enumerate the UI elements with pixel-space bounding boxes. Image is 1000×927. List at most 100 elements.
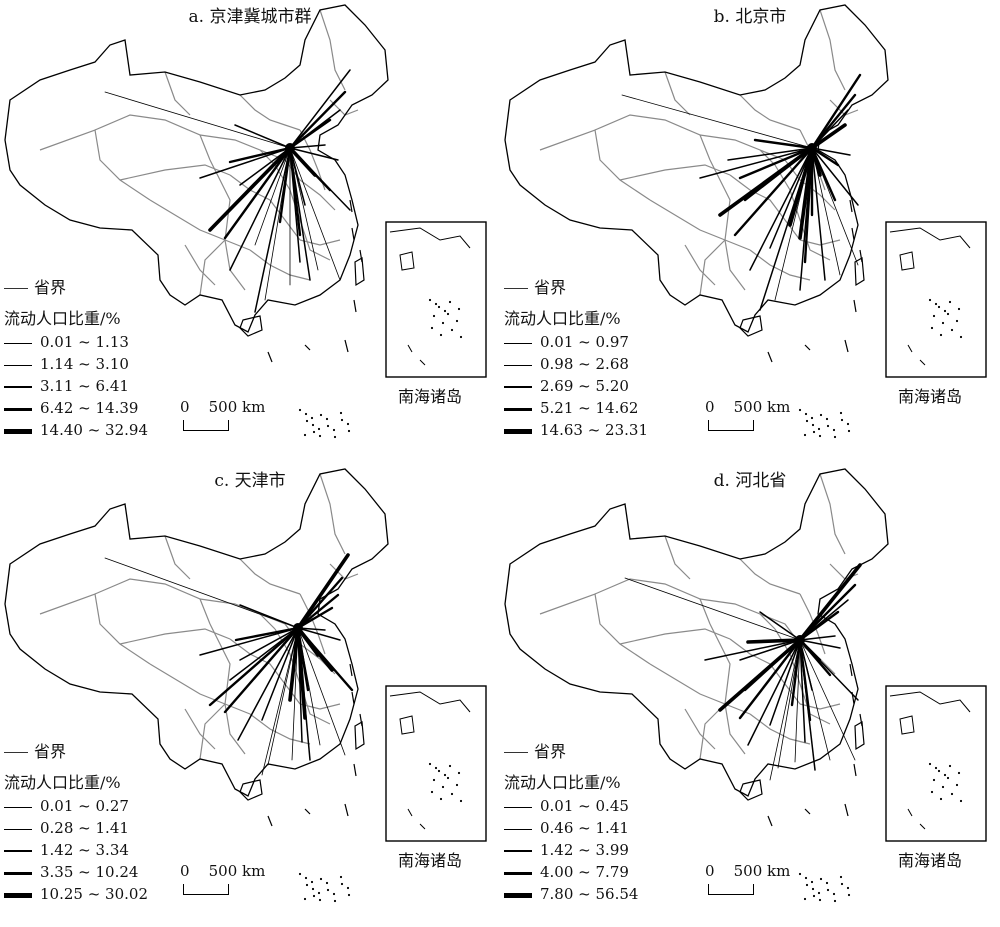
map-panel-beijing: b. 北京市 省界 流动人口比重/% 0.01 ~ 0.97 0.98 ~ 2.68 2.… [500, 0, 1000, 463]
island-dash [344, 339, 349, 353]
island-dot [810, 416, 814, 420]
island-dot [326, 424, 330, 428]
flow-line [738, 146, 814, 180]
province-boundary [199, 134, 276, 166]
legend-class-row: 0.46 ~ 1.41 [504, 819, 629, 837]
hainan-island [239, 315, 263, 337]
island-dot [347, 429, 351, 433]
flow-line [799, 639, 841, 649]
legend-class-row: 0.98 ~ 2.68 [504, 355, 629, 373]
legend-class-label: 14.40 ~ 32.94 [40, 421, 148, 439]
south-china-sea-inset [885, 685, 987, 842]
province-boundary [594, 114, 711, 161]
flow-line [289, 147, 306, 206]
map-panel-jingjinji: a. 京津冀城市群 省界 流动人口比重/% 0.01 ~ 1.13 1.14 ~ 3.1… [0, 0, 500, 463]
legend-line-sample [4, 364, 32, 366]
flow-line [296, 576, 344, 630]
province-boundary [299, 593, 326, 655]
legend-province-label: 省界 [34, 742, 67, 761]
flow-line [297, 627, 346, 756]
legend-title: 流动人口比重/% [4, 773, 121, 792]
province-boundary [119, 628, 231, 645]
flow-line [254, 147, 291, 246]
province-boundary [259, 149, 336, 211]
legend-province-boundary: 省界 [4, 274, 66, 298]
flow-line [278, 146, 292, 224]
legend-line-sample [504, 806, 532, 808]
legend-class-label: 5.21 ~ 14.62 [540, 399, 639, 417]
legend-line-sample [4, 386, 32, 388]
legend-class-row: 1.42 ~ 3.34 [4, 841, 129, 859]
island-dash [267, 351, 273, 363]
province-boundary [799, 703, 841, 710]
flow-line [288, 118, 332, 150]
flow-line [811, 147, 826, 281]
island-dot [310, 416, 314, 420]
legend-class-row: 3.11 ~ 6.41 [4, 377, 129, 395]
island-dot [346, 422, 350, 426]
island-dot [839, 411, 843, 415]
island-dash [353, 763, 357, 777]
legend-line-sample [4, 871, 32, 875]
south-china-sea-inset [885, 221, 987, 378]
scale-bar-graphic [708, 420, 754, 431]
province-boundary [299, 703, 341, 710]
province-boundary [699, 703, 726, 760]
legend-class-row: 10.25 ~ 30.02 [4, 885, 148, 903]
scale-distance: 500 km [208, 862, 266, 880]
island-dash [804, 808, 811, 815]
legend-line-sample [504, 386, 532, 388]
island-dot [304, 876, 308, 880]
flow-line [289, 69, 351, 149]
legend-class-label: 1.42 ~ 3.99 [540, 841, 629, 859]
flow-line [261, 627, 299, 776]
island-dash [804, 344, 811, 351]
island-dot [318, 434, 322, 438]
inset-label: 南海诸岛 [898, 387, 963, 406]
province-boundary [239, 94, 301, 131]
island-dot [346, 886, 350, 890]
island-dot [310, 880, 314, 884]
island-dot [818, 434, 822, 438]
legend-class-label: 3.11 ~ 6.41 [40, 377, 129, 395]
island-dot [811, 423, 815, 427]
flow-line [810, 123, 847, 150]
island-dot [339, 411, 343, 415]
island-dot [325, 417, 329, 421]
island-dot [847, 893, 851, 897]
island-dot [333, 899, 337, 903]
inset-label: 南海诸岛 [398, 851, 463, 870]
flow-line [234, 626, 300, 642]
province-boundary [699, 598, 776, 630]
flow-line [738, 638, 802, 720]
province-boundary [199, 239, 226, 296]
scale-zero: 0 [180, 398, 190, 416]
flow-line [624, 577, 801, 641]
legend-class-row: 1.14 ~ 3.10 [4, 355, 129, 373]
flow-line [297, 627, 341, 641]
island-dot [317, 427, 321, 431]
island-dot [846, 886, 850, 890]
flow-line [798, 638, 812, 722]
province-boundary [94, 578, 211, 625]
legend-line-sample [504, 342, 532, 344]
flow-line [229, 627, 299, 681]
island-dot [818, 898, 822, 902]
flow-line [733, 146, 814, 237]
island-dot [303, 433, 307, 437]
legend-line-sample [4, 342, 32, 344]
legend-class-row: 0.01 ~ 0.27 [4, 797, 129, 815]
legend-title: 流动人口比重/% [4, 309, 121, 328]
legend-line-sample [4, 806, 32, 808]
province-boundary [119, 164, 231, 181]
national-boundary [4, 468, 389, 797]
taiwan-island [354, 257, 365, 287]
province-boundary [749, 713, 811, 745]
south-sea-islands-cluster [798, 408, 851, 439]
flow-line [727, 147, 813, 161]
flow-line [261, 627, 299, 721]
flow-line [296, 553, 350, 630]
legend-class-row: 5.21 ~ 14.62 [504, 399, 638, 417]
island-dot [304, 412, 308, 416]
province-boundary [739, 94, 801, 131]
